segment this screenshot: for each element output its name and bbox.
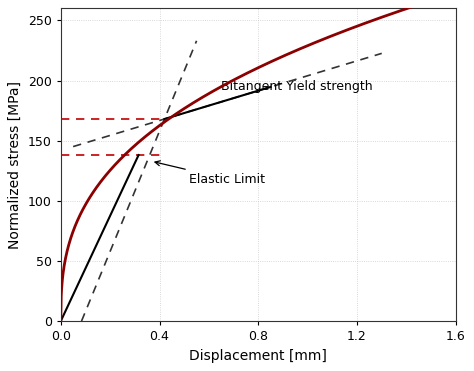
Text: Elastic Limit: Elastic Limit [155,161,265,186]
X-axis label: Displacement [mm]: Displacement [mm] [189,349,327,363]
Text: Bitangent Yield strength: Bitangent Yield strength [221,80,373,93]
Y-axis label: Normalized stress [MPa]: Normalized stress [MPa] [9,81,22,249]
